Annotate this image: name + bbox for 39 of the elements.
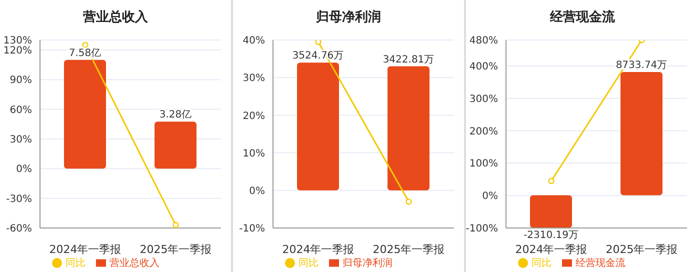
x-tick-label: 2025年一季报 (140, 242, 212, 256)
chart-title: 归母净利润 (315, 8, 382, 27)
chart-title: 经营现金流 (548, 8, 616, 27)
y-tick-label: 200% (469, 126, 498, 138)
y-tick-label: 300% (469, 94, 498, 105)
x-tick-label: 2024年一季报 (515, 242, 588, 256)
y-tick-label: 90% (10, 75, 32, 86)
y-tick-label: 30% (242, 73, 265, 84)
y-tick-label: 100% (469, 158, 498, 170)
y-tick-label: 60% (10, 104, 32, 116)
data-label: 3422.81万 (382, 54, 434, 66)
legend-label: 同比 (298, 258, 318, 269)
data-label: 3.28亿 (159, 110, 192, 121)
y-tick-label: 0% (249, 186, 265, 197)
y-tick-label: 10% (242, 148, 265, 160)
data-label: -2310.19万 (524, 230, 578, 241)
y-tick-label: 130% (3, 36, 32, 47)
x-tick-label: 2024年一季报 (282, 242, 354, 256)
chart-title: 营业总收入 (82, 8, 149, 27)
y-tick-label: 40% (242, 36, 265, 47)
legend-label: 同比 (66, 258, 86, 269)
y-tick-label: -60% (6, 224, 32, 235)
y-tick-label: 0% (16, 164, 32, 176)
legend-label: 营业总收入 (110, 258, 160, 269)
y-tick-label: 120% (3, 45, 32, 56)
y-tick-label: 30% (10, 134, 32, 146)
legend-label: 经营现金流 (576, 258, 626, 269)
y-tick-label: -10% (239, 224, 265, 235)
y-tick-label: -100% (466, 224, 498, 235)
y-tick-label: 480% (469, 36, 498, 47)
x-tick-label: 2025年一季报 (372, 242, 445, 256)
x-tick-label: 2025年一季报 (606, 242, 678, 256)
legend-label: 归母净利润 (342, 258, 392, 269)
x-tick-label: 2024年一季报 (49, 242, 122, 256)
y-tick-label: 0% (482, 191, 498, 202)
y-tick-label: 20% (242, 110, 265, 122)
y-tick-label: 400% (469, 61, 498, 72)
y-tick-label: -30% (6, 194, 32, 205)
legend-label: 同比 (532, 258, 552, 269)
